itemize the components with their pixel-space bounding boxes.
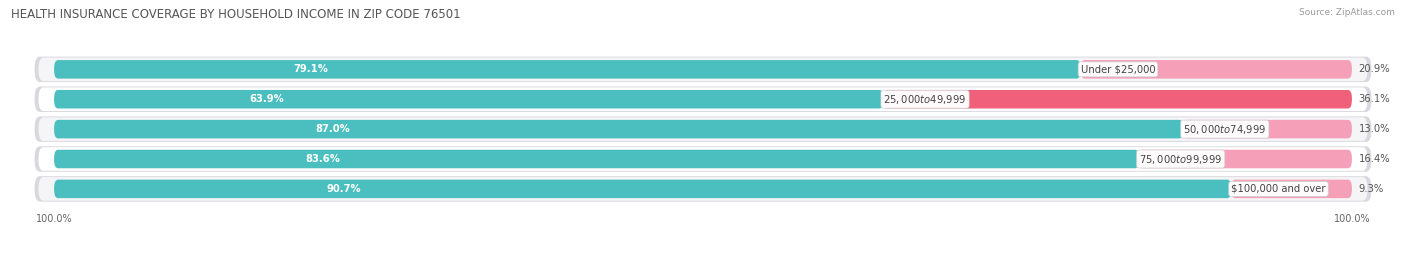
Text: $75,000 to $99,999: $75,000 to $99,999 [1139,153,1222,165]
FancyBboxPatch shape [53,150,1139,168]
FancyBboxPatch shape [35,146,1371,172]
Text: 9.3%: 9.3% [1358,184,1384,194]
FancyBboxPatch shape [53,120,1184,138]
Text: $50,000 to $74,999: $50,000 to $74,999 [1184,123,1267,136]
FancyBboxPatch shape [35,176,1371,201]
Text: Under $25,000: Under $25,000 [1081,64,1156,74]
FancyBboxPatch shape [53,90,883,108]
Text: 79.1%: 79.1% [292,64,328,74]
FancyBboxPatch shape [1232,180,1353,198]
FancyBboxPatch shape [35,57,1371,82]
Text: 13.0%: 13.0% [1358,124,1391,134]
Text: 36.1%: 36.1% [1358,94,1391,104]
FancyBboxPatch shape [1184,120,1353,138]
FancyBboxPatch shape [53,180,1232,198]
Text: 63.9%: 63.9% [249,94,284,104]
FancyBboxPatch shape [883,90,1353,108]
FancyBboxPatch shape [38,147,1368,171]
FancyBboxPatch shape [38,58,1368,81]
Text: Source: ZipAtlas.com: Source: ZipAtlas.com [1299,8,1395,17]
FancyBboxPatch shape [1081,60,1353,79]
Text: $25,000 to $49,999: $25,000 to $49,999 [883,93,967,106]
Text: 90.7%: 90.7% [326,184,361,194]
Text: $100,000 and over: $100,000 and over [1232,184,1326,194]
Text: 20.9%: 20.9% [1358,64,1391,74]
FancyBboxPatch shape [1139,150,1353,168]
FancyBboxPatch shape [38,177,1368,201]
Text: HEALTH INSURANCE COVERAGE BY HOUSEHOLD INCOME IN ZIP CODE 76501: HEALTH INSURANCE COVERAGE BY HOUSEHOLD I… [11,8,461,21]
Text: 87.0%: 87.0% [315,124,350,134]
FancyBboxPatch shape [53,60,1081,79]
Text: 83.6%: 83.6% [305,154,340,164]
FancyBboxPatch shape [35,87,1371,112]
FancyBboxPatch shape [38,117,1368,141]
FancyBboxPatch shape [35,116,1371,142]
FancyBboxPatch shape [38,87,1368,111]
Text: 16.4%: 16.4% [1358,154,1391,164]
